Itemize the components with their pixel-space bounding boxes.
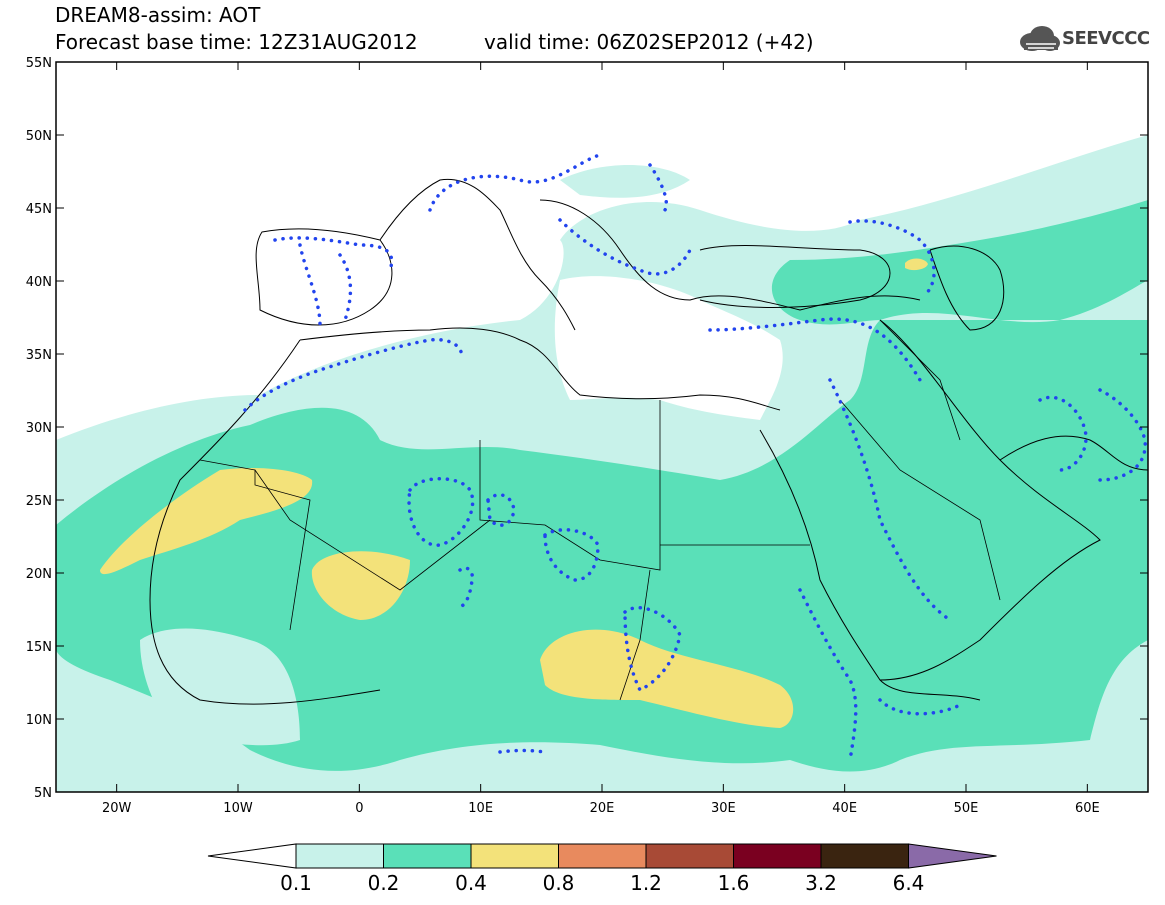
coast-persian-gulf bbox=[999, 435, 1148, 471]
lat-tick-label: 20N bbox=[26, 567, 52, 582]
contour-caucasus bbox=[848, 219, 936, 297]
aot-band-yellow-niger bbox=[311, 551, 410, 620]
coast-black-sea bbox=[699, 245, 891, 308]
colorbar-box bbox=[733, 843, 822, 869]
contour-turkey-south bbox=[708, 317, 922, 382]
lat-tick-label: 35N bbox=[26, 348, 52, 363]
lon-tick-label: 10W bbox=[223, 801, 253, 816]
contour-niger-small bbox=[456, 566, 475, 608]
border-mauritania bbox=[199, 459, 311, 631]
colorbar-boxes bbox=[207, 843, 997, 869]
lon-tick-label: 0 bbox=[355, 801, 363, 816]
aot-fields bbox=[56, 135, 1148, 792]
colorbar-label: 0.1 bbox=[280, 871, 312, 895]
colorbar-box bbox=[558, 843, 647, 869]
lon-tick-label: 40E bbox=[832, 801, 857, 816]
coast-caspian bbox=[929, 245, 1005, 331]
dotted-contours bbox=[243, 153, 1147, 762]
lat-tick-label: 40N bbox=[26, 275, 52, 290]
colorbar-box bbox=[470, 843, 559, 869]
contour-chad-loop bbox=[543, 528, 600, 582]
colorbar-under-triangle bbox=[207, 843, 297, 869]
contour-gulf bbox=[1038, 395, 1088, 472]
aot-band-balkans bbox=[560, 165, 690, 198]
aot-band-westafrica-light bbox=[140, 628, 300, 746]
coastlines bbox=[149, 178, 1148, 705]
border-algeria bbox=[254, 469, 491, 591]
colorbar-label: 0.2 bbox=[368, 871, 400, 895]
contour-yemen bbox=[878, 698, 962, 716]
lat-tick-label: 55N bbox=[26, 56, 52, 71]
lat-tick-label: 10N bbox=[26, 713, 52, 728]
border-saudi bbox=[839, 399, 1001, 601]
aot-band-green bbox=[56, 200, 1148, 772]
lon-tick-label: 60E bbox=[1075, 801, 1100, 816]
country-borders bbox=[199, 319, 1001, 701]
colorbar-box bbox=[645, 843, 734, 869]
border-libya bbox=[479, 400, 661, 571]
lat-tick-label: 45N bbox=[26, 202, 52, 217]
lon-tick-label: 20W bbox=[102, 801, 132, 816]
contour-balkans bbox=[558, 163, 692, 276]
contour-alps bbox=[428, 153, 602, 212]
colorbar-box bbox=[295, 843, 384, 869]
contour-north-africa bbox=[243, 337, 464, 412]
contour-libya-loop bbox=[486, 493, 516, 527]
aot-band-white-hole bbox=[554, 276, 783, 420]
aot-band-yellow-caucasus bbox=[905, 258, 928, 271]
colorbar-box bbox=[383, 843, 472, 869]
lat-tick-label: 25N bbox=[26, 494, 52, 509]
lon-tick-label: 20E bbox=[590, 801, 615, 816]
coast-north-africa bbox=[299, 327, 781, 411]
contour-arabia-loop bbox=[828, 378, 952, 622]
contour-iberia bbox=[273, 236, 394, 327]
seevccc-logo: SEEVCCC bbox=[1018, 22, 1158, 56]
aot-band-yellow-mauritania bbox=[100, 468, 313, 575]
valid-time: valid time: 06Z02SEP2012 (+42) bbox=[484, 30, 814, 54]
coast-balkans-turkey bbox=[539, 199, 921, 311]
lon-tick-label: 10E bbox=[468, 801, 493, 816]
lon-tick-label: 50E bbox=[954, 801, 979, 816]
contour-sahara-loop bbox=[407, 477, 475, 547]
lat-tick-label: 50N bbox=[26, 129, 52, 144]
coast-france-italy bbox=[379, 178, 576, 331]
colorbar-over-triangle bbox=[908, 843, 997, 869]
lat-tick-label: 5N bbox=[34, 786, 52, 801]
colorbar-labels: 0.1 0.2 0.4 0.8 1.2 1.6 3.2 6.4 bbox=[280, 871, 924, 895]
colorbar-label: 1.6 bbox=[718, 871, 750, 895]
border-iran-iraq bbox=[879, 319, 961, 441]
latitude-axis: 5N 10N 15N 20N 25N 30N 35N 40N 45N 50N 55N bbox=[26, 56, 1148, 801]
lat-tick-label: 15N bbox=[26, 640, 52, 655]
colorbar-label: 0.8 bbox=[543, 871, 575, 895]
lon-tick-label: 30E bbox=[711, 801, 736, 816]
aot-band-yellow-chad-sudan bbox=[540, 629, 794, 728]
coast-red-sea bbox=[759, 429, 981, 701]
colorbar-label: 6.4 bbox=[893, 871, 925, 895]
border-chad-sudan bbox=[619, 569, 651, 701]
colorbar-label: 1.2 bbox=[630, 871, 662, 895]
cloud-icon bbox=[1020, 26, 1060, 51]
map-title: DREAM8-assim: AOT bbox=[55, 3, 261, 27]
coast-west-africa bbox=[149, 339, 381, 705]
colorbar-label: 0.4 bbox=[455, 871, 487, 895]
colorbar-box bbox=[820, 843, 909, 869]
logo-text: SEEVCCC bbox=[1062, 28, 1150, 49]
forecast-base-time: Forecast base time: 12Z31AUG2012 bbox=[55, 30, 418, 54]
lat-tick-label: 30N bbox=[26, 421, 52, 436]
contour-sahel-south bbox=[498, 748, 547, 754]
contour-sudan bbox=[623, 606, 682, 693]
longitude-axis: 20W 10W 0 10E 20E 30E 40E 50E 60E bbox=[102, 62, 1100, 816]
coast-arabia bbox=[879, 319, 1101, 681]
colorbar-label: 3.2 bbox=[805, 871, 837, 895]
